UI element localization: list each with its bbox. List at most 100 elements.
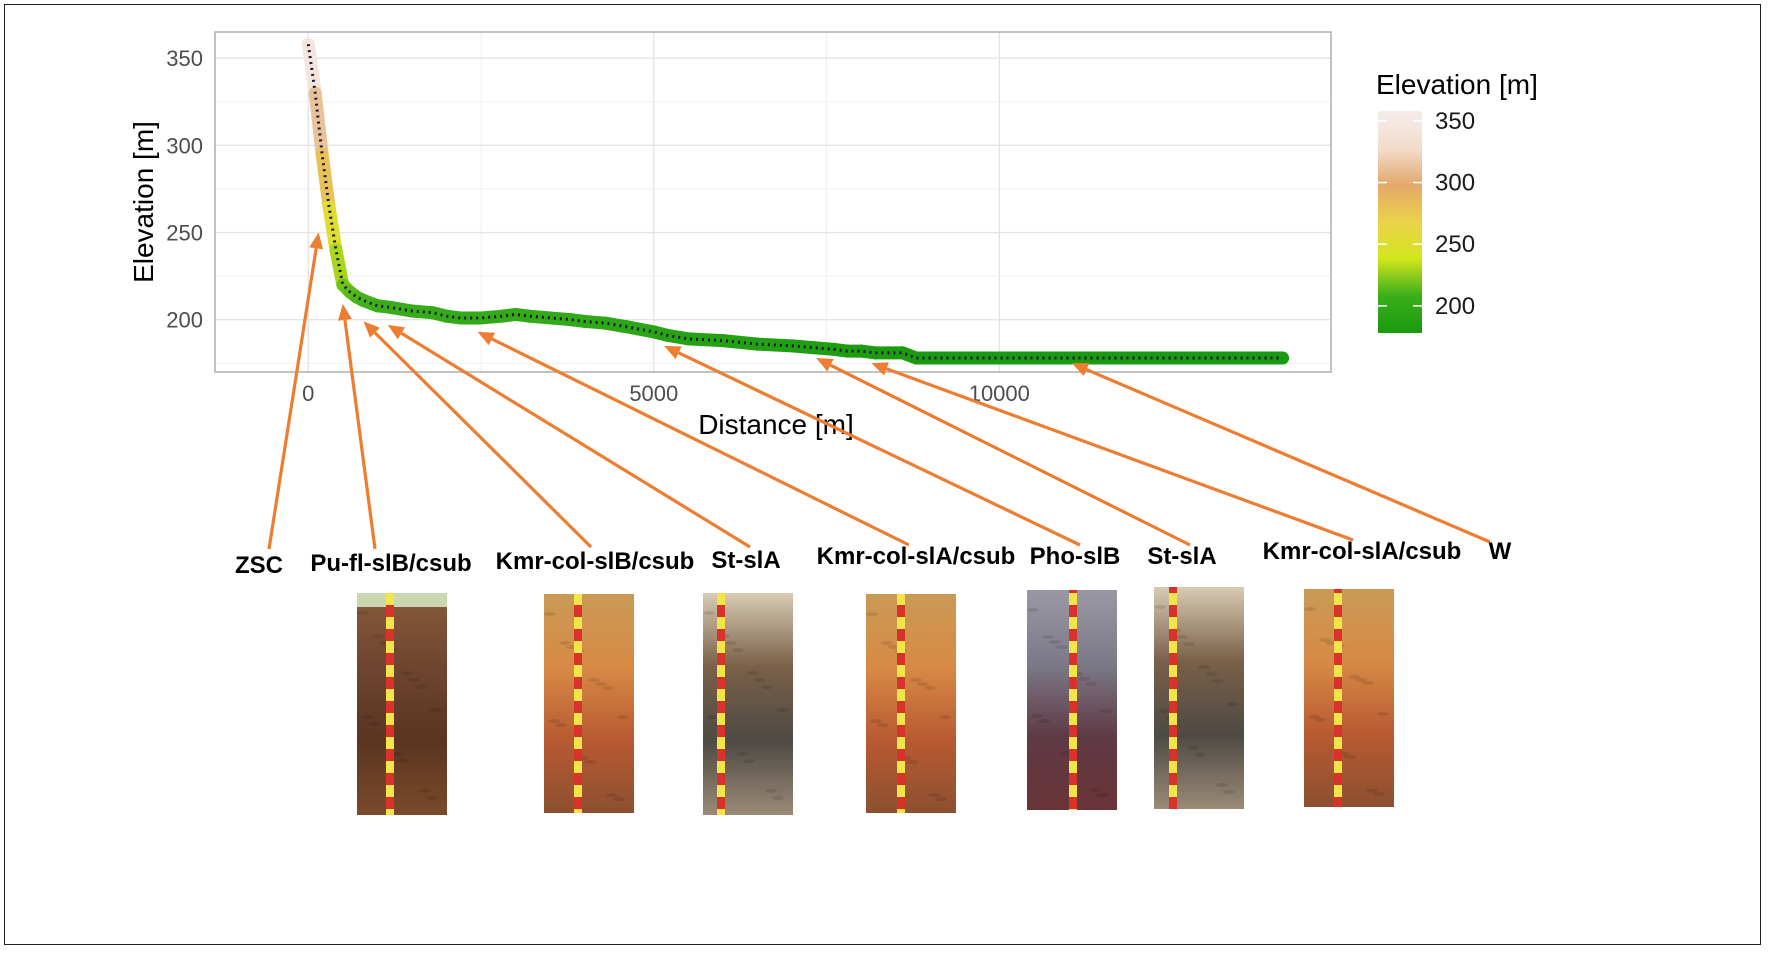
annotation-arrowhead (816, 358, 834, 372)
legend-tick-label: 250 (1435, 231, 1475, 258)
annotation-arrow (677, 351, 1081, 547)
y-tick-label: 200 (166, 308, 203, 333)
annotation-arrow (400, 331, 751, 549)
photo-texture (772, 796, 784, 800)
photo-texture (555, 723, 567, 727)
photo-texture (1205, 672, 1217, 676)
soil-profile-photo (1154, 587, 1244, 809)
soil-profile-label: W (1489, 538, 1512, 565)
photo-texture (1176, 635, 1188, 639)
annotation-arrowhead (477, 331, 496, 346)
photo-texture (613, 797, 625, 801)
annotation-arrow (491, 337, 910, 547)
annotation-arrowhead (337, 304, 352, 321)
photo-texture (1223, 790, 1235, 794)
photo-texture (725, 641, 737, 645)
photo-texture (419, 789, 431, 793)
photo-texture (361, 715, 373, 719)
photo-texture (1183, 642, 1195, 646)
photo-texture (1089, 788, 1101, 792)
photo-texture (368, 722, 380, 726)
annotation-arrows: ZSC Pu-fl-slB/csub Kmr-col-slB/csub St-slA K… (235, 232, 1512, 579)
annotation-arrow (373, 331, 593, 549)
photo-background (703, 593, 793, 815)
photo-texture (401, 671, 413, 675)
soil-profile-photo (866, 594, 956, 813)
soil-profile-label: Pho-slB (1030, 543, 1121, 570)
profile-photos (357, 587, 1394, 815)
photo-background (544, 594, 634, 813)
photo-texture (747, 671, 759, 675)
measuring-ruler (717, 593, 725, 815)
annotation-arrowhead (871, 362, 889, 376)
soil-profile-label: St-slA (1147, 543, 1216, 570)
photo-texture (1056, 645, 1068, 649)
photo-texture (1348, 675, 1360, 679)
legend-colorbar (1378, 111, 1422, 333)
x-tick-label: 0 (302, 381, 314, 406)
photo-texture (1315, 718, 1327, 722)
measuring-ruler (1169, 587, 1177, 809)
figure-frame: 0 5000 10000 200 250 300 350 Distance [m] Elev… (4, 4, 1761, 945)
photo-texture (408, 678, 420, 682)
annotation-arrow (885, 367, 1354, 542)
photo-texture (1216, 783, 1228, 787)
photo-texture (866, 612, 878, 616)
soil-profile-photo (1304, 589, 1394, 807)
soil-profile-photo (544, 594, 634, 813)
photo-texture (1377, 712, 1389, 716)
photo-texture (1366, 789, 1378, 793)
photo-vegetation (357, 593, 447, 607)
photo-texture (906, 760, 918, 764)
annotation-arrow (343, 319, 377, 550)
photo-texture (1304, 607, 1316, 611)
soil-profile-label: Kmr-col-slB/csub (496, 548, 695, 575)
series-segment (308, 86, 329, 161)
photo-texture (1042, 635, 1054, 639)
annotation-arrowhead (309, 232, 324, 250)
photo-texture (1308, 715, 1320, 719)
soil-profile-label: Kmr-col-slA/csub (817, 543, 1016, 570)
soil-profile-photo (703, 593, 793, 815)
photo-texture (1212, 679, 1224, 683)
photo-texture (881, 641, 893, 645)
measuring-ruler (1069, 590, 1077, 810)
photo-texture (415, 685, 427, 689)
photo-texture (761, 685, 773, 689)
photo-texture (765, 789, 777, 793)
photo-background (357, 593, 447, 815)
series-dotted-line (306, 43, 1283, 360)
photo-texture (1027, 608, 1039, 612)
measuring-ruler (897, 594, 905, 813)
photo-texture (1031, 714, 1043, 718)
soil-profile-photo (357, 593, 447, 815)
photo-texture (1344, 755, 1356, 759)
series-segment (322, 199, 343, 257)
series-segment (315, 147, 336, 213)
y-tick-label: 250 (166, 221, 203, 246)
y-tick-label: 300 (166, 133, 203, 158)
photo-texture (1096, 793, 1108, 797)
photo-texture (1100, 709, 1112, 713)
photo-texture (1198, 665, 1210, 669)
annotation-arrowhead (664, 345, 682, 360)
soil-profile-label: St-slA (711, 547, 780, 574)
photo-texture (1187, 746, 1199, 750)
y-axis-title: Elevation [m] (128, 121, 159, 283)
photo-texture (602, 686, 614, 690)
photo-texture (588, 678, 600, 682)
photo-texture (430, 708, 442, 712)
legend-title: Elevation [m] (1376, 69, 1538, 100)
soil-profile-photo (1027, 590, 1117, 810)
photo-texture (357, 611, 369, 615)
photo-texture (736, 752, 748, 756)
photo-texture (584, 760, 596, 764)
y-tick-label: 350 (166, 46, 203, 71)
legend-tick-label: 200 (1435, 293, 1475, 320)
photo-texture (1362, 681, 1374, 685)
photo-texture (372, 634, 384, 638)
photo-texture (548, 719, 560, 723)
photo-texture (1158, 709, 1170, 713)
photo-texture (1049, 640, 1061, 644)
